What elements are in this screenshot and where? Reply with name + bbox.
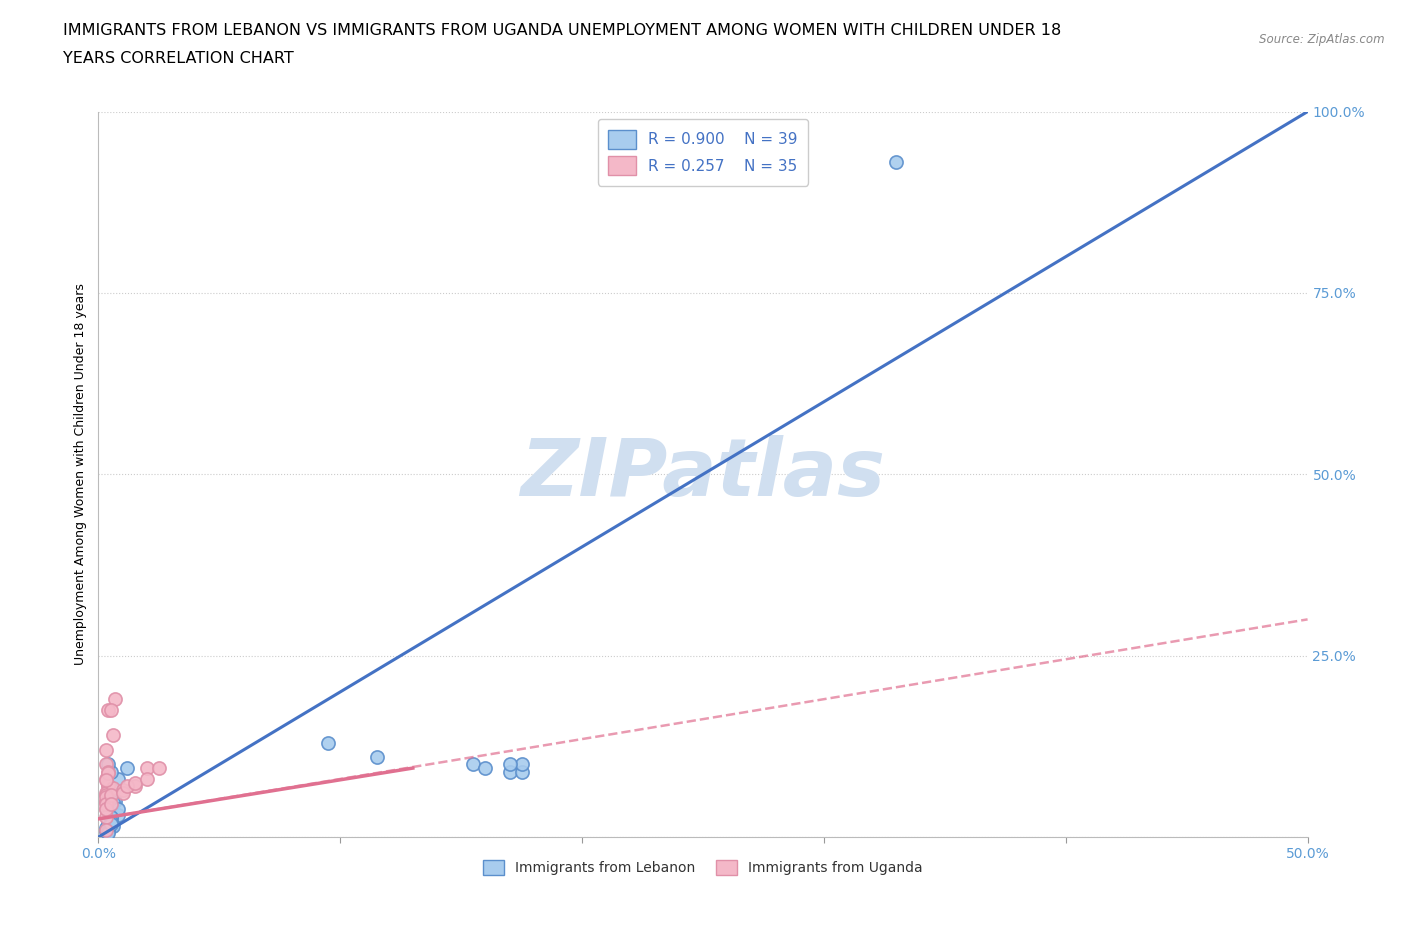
Point <box>97 790 120 804</box>
Point <box>117 761 139 776</box>
Y-axis label: Unemployment Among Women with Children Under 18 years: Unemployment Among Women with Children U… <box>75 284 87 665</box>
Point <box>101 780 124 795</box>
Point <box>97 703 120 718</box>
Point <box>148 761 170 776</box>
Point <box>101 818 124 833</box>
Point <box>94 773 117 788</box>
Point <box>100 764 122 779</box>
Point <box>117 778 139 793</box>
Point <box>124 776 146 790</box>
Point <box>100 788 122 803</box>
Point <box>94 802 117 817</box>
Text: YEARS CORRELATION CHART: YEARS CORRELATION CHART <box>63 51 294 66</box>
Point <box>97 821 120 836</box>
Point <box>97 757 120 772</box>
Point <box>463 757 485 772</box>
Point <box>94 790 117 804</box>
Text: IMMIGRANTS FROM LEBANON VS IMMIGRANTS FROM UGANDA UNEMPLOYMENT AMONG WOMEN WITH : IMMIGRANTS FROM LEBANON VS IMMIGRANTS FR… <box>63 23 1062 38</box>
Point <box>97 778 120 793</box>
Point <box>94 786 117 801</box>
Point <box>97 826 120 841</box>
Point <box>135 772 157 787</box>
Point <box>94 824 117 839</box>
Point <box>97 793 120 808</box>
Point <box>111 786 134 801</box>
Point <box>100 815 122 830</box>
Point <box>94 797 117 812</box>
Point <box>97 822 120 837</box>
Point <box>100 703 122 718</box>
Point <box>97 790 120 804</box>
Point <box>97 824 120 839</box>
Point <box>97 765 120 780</box>
Point <box>97 764 120 779</box>
Point <box>94 788 117 803</box>
Point <box>97 804 120 819</box>
Point <box>101 795 124 810</box>
Point <box>97 815 120 830</box>
Point <box>94 822 117 837</box>
Point <box>94 742 117 757</box>
Point <box>94 757 117 772</box>
Point <box>100 809 122 824</box>
Text: Source: ZipAtlas.com: Source: ZipAtlas.com <box>1260 33 1385 46</box>
Point <box>94 802 117 817</box>
Point <box>94 821 117 836</box>
Point <box>100 795 122 810</box>
Point <box>510 764 533 779</box>
Point <box>94 795 117 810</box>
Point <box>101 728 124 743</box>
Point <box>100 809 122 824</box>
Point <box>366 750 388 764</box>
Point <box>100 817 122 831</box>
Point <box>101 782 124 797</box>
Point <box>107 808 129 823</box>
Point <box>498 757 520 772</box>
Point <box>498 764 520 779</box>
Point <box>510 757 533 772</box>
Point <box>316 736 339 751</box>
Point <box>886 155 908 170</box>
Point <box>97 786 120 801</box>
Point <box>94 772 117 787</box>
Point <box>94 793 117 808</box>
Point <box>100 815 122 830</box>
Point <box>107 772 129 787</box>
Point <box>100 818 122 833</box>
Point <box>111 782 134 797</box>
Point <box>104 692 127 707</box>
Legend: Immigrants from Lebanon, Immigrants from Uganda: Immigrants from Lebanon, Immigrants from… <box>478 855 928 881</box>
Point <box>94 809 117 824</box>
Point <box>100 801 122 816</box>
Point <box>124 778 146 793</box>
Point <box>135 761 157 776</box>
Point <box>107 802 129 817</box>
Point <box>474 761 496 776</box>
Text: ZIPatlas: ZIPatlas <box>520 435 886 513</box>
Point <box>97 822 120 837</box>
Point <box>94 822 117 837</box>
Point <box>100 797 122 812</box>
Point <box>97 777 120 792</box>
Point <box>104 793 127 808</box>
